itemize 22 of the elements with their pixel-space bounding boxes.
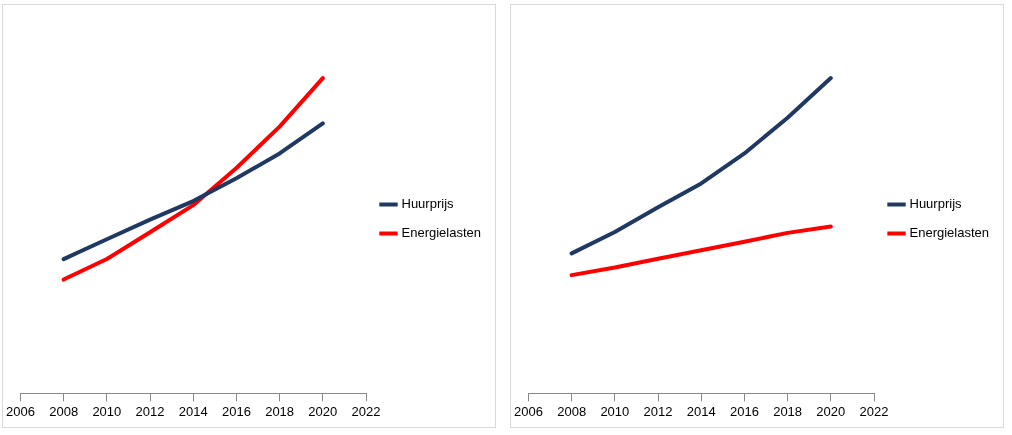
x-tick-label: 2010 (600, 403, 630, 419)
x-tick-label: 2006 (6, 403, 35, 419)
legend-label: Energielasten (909, 225, 989, 241)
x-tick-label: 2022 (859, 403, 889, 419)
x-tick-label: 2022 (351, 403, 381, 419)
x-tick-label: 2018 (773, 403, 803, 419)
legend-label: Energielasten (401, 225, 481, 241)
x-tick-label: 2012 (135, 403, 165, 419)
x-tick-label: 2008 (557, 403, 587, 419)
legend-label: Huurprijs (401, 196, 455, 212)
x-tick-label: 2018 (265, 403, 295, 419)
legend-label: Huurprijs (909, 196, 963, 212)
x-tick-label: 2020 (308, 403, 338, 419)
x-tick-label: 2014 (686, 403, 716, 419)
x-tick-label: 2010 (92, 403, 122, 419)
x-tick-label: 2016 (221, 403, 251, 419)
x-tick-label: 2016 (729, 403, 759, 419)
x-tick-label: 2006 (514, 403, 543, 419)
x-tick-label: 2012 (643, 403, 673, 419)
x-tick-label: 2008 (49, 403, 79, 419)
x-tick-label: 2020 (816, 403, 846, 419)
x-tick-label: 2014 (178, 403, 208, 419)
